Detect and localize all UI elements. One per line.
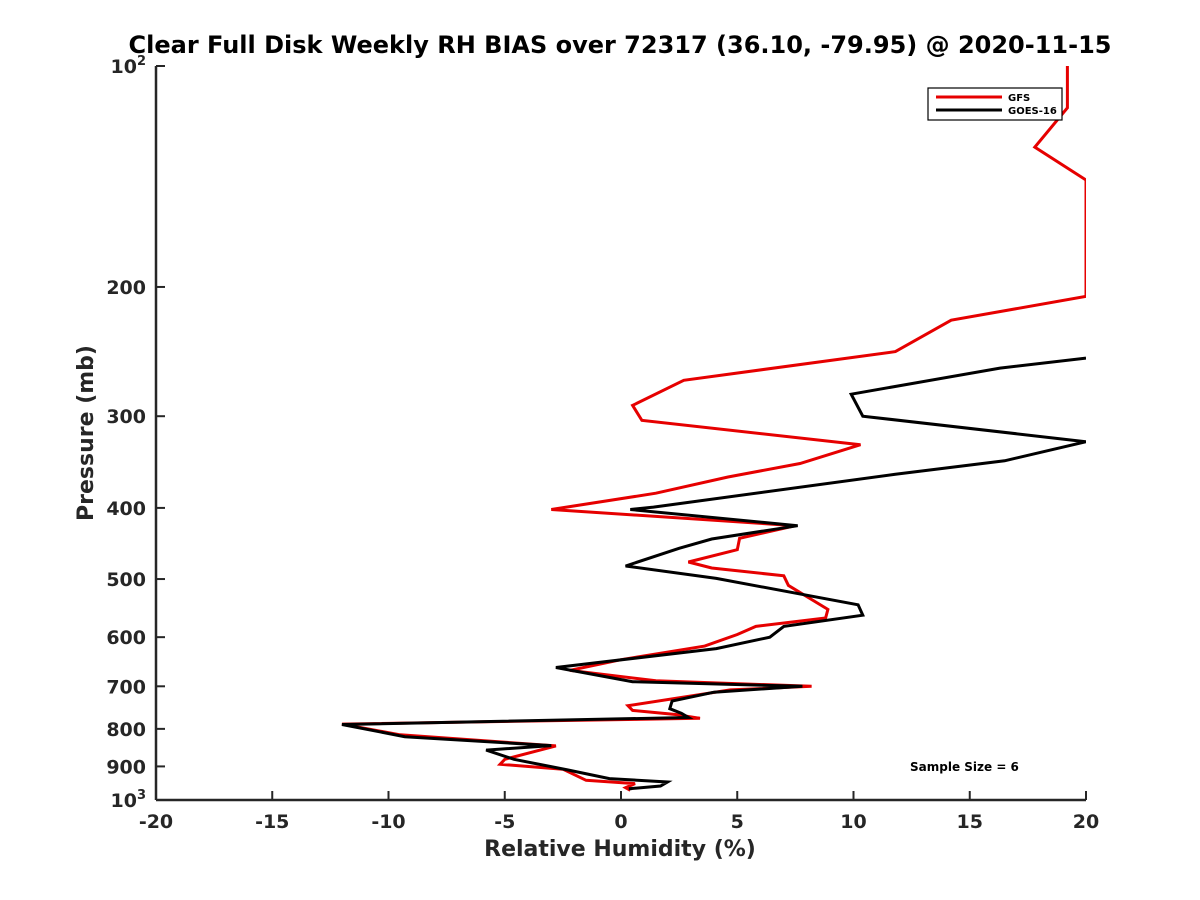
x-tick-label: -10	[371, 811, 405, 833]
legend-box	[927, 87, 1063, 121]
series-line-goes-16	[341, 356, 1086, 791]
legend: GFS GOES-16	[927, 87, 1063, 121]
y-tick-label: 700	[106, 676, 146, 698]
x-tick-label: -5	[494, 811, 515, 833]
legend-label-gfs: GFS	[1008, 93, 1030, 104]
y-tick-label: 800	[106, 719, 146, 741]
y-tick-label: 900	[106, 756, 146, 778]
x-tick-label: 5	[731, 811, 744, 833]
sample-size-annotation: Sample Size = 6	[910, 760, 1019, 774]
chart-title: Clear Full Disk Weekly RH BIAS over 7231…	[129, 31, 1112, 59]
ticks-layer: -20 -15 -10 -5 0 5 10 15 20 102 200 300 400 500 600 700…	[106, 54, 1099, 833]
y-tick-label: 102	[111, 54, 147, 78]
y-tick-label: 600	[106, 627, 146, 649]
x-tick-label: -20	[139, 811, 173, 833]
y-tick-label: 300	[106, 406, 146, 428]
series-layer	[341, 66, 1086, 792]
x-axis-label: Relative Humidity (%)	[484, 837, 756, 862]
y-axis-label: Pressure (mb)	[74, 345, 99, 521]
legend-label-goes-16: GOES-16	[1008, 106, 1057, 117]
y-tick-label: 200	[106, 277, 146, 299]
y-tick-label: 500	[106, 569, 146, 591]
legend-items: GFS GOES-16	[936, 93, 1057, 117]
x-tick-label: -15	[255, 811, 289, 833]
x-tick-label: 15	[957, 811, 983, 833]
x-tick-label: 10	[840, 811, 866, 833]
axes-layer	[154, 66, 1086, 802]
x-tick-label: 0	[614, 811, 627, 833]
y-tick-label: 400	[106, 498, 146, 520]
x-tick-label: 20	[1073, 811, 1099, 833]
y-tick-label: 103	[111, 788, 147, 812]
